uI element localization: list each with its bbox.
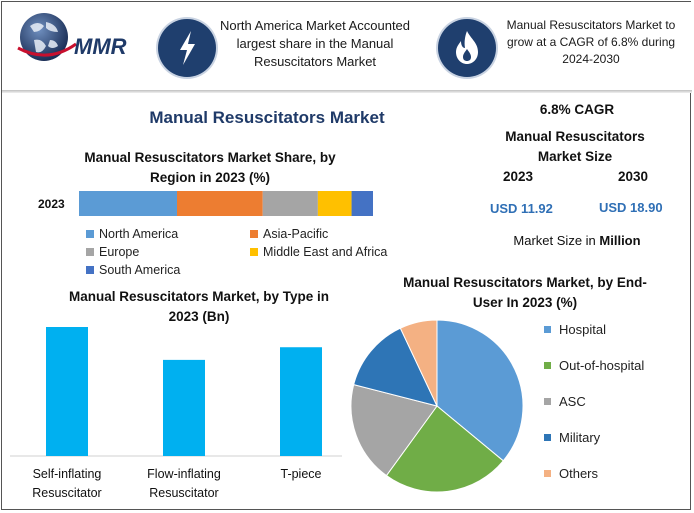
lightning-badge xyxy=(158,19,216,77)
region-segment-europe xyxy=(262,191,318,216)
legend-swatch xyxy=(544,326,551,333)
flame-badge xyxy=(438,19,496,77)
legend-swatch xyxy=(544,362,551,369)
pie-legend-out-of-hospital: Out-of-hospital xyxy=(544,358,644,373)
region-legend-north-america: North America xyxy=(86,227,178,241)
legend-swatch xyxy=(86,248,94,256)
legend-label: Military xyxy=(559,430,601,445)
pie-legend-hospital: Hospital xyxy=(544,322,606,337)
legend-label: Europe xyxy=(99,245,140,259)
page-title: Manual Resuscitators Market xyxy=(149,108,385,127)
type-category-label: Flow-inflating Resuscitator xyxy=(147,467,221,500)
legend-swatch xyxy=(544,434,551,441)
type-category-label: Self-inflating Resuscitator xyxy=(32,467,102,500)
type-chart xyxy=(10,327,342,457)
pie-slice-out-of-hospital xyxy=(385,405,504,493)
legend-label: South America xyxy=(99,263,181,277)
type-bar-self-inflating-resuscitator xyxy=(46,327,88,456)
unit-prefix: Market Size in xyxy=(513,233,600,248)
legend-label: Out-of-hospital xyxy=(559,358,645,373)
flame-icon xyxy=(456,31,478,64)
region-segment-middle-east-and-africa xyxy=(317,191,352,216)
header-divider xyxy=(2,90,692,93)
region-segment-asia-pacific xyxy=(177,191,263,216)
pie-slice-others xyxy=(399,319,438,407)
type-bar-flow-inflating-resuscitator xyxy=(163,359,205,456)
region-chart-title: Manual Resuscitators Market Share, by Re… xyxy=(84,150,336,185)
north-america-fact: North America Market Accounted largest s… xyxy=(219,18,411,69)
legend-swatch xyxy=(250,248,258,256)
region-segment-south-america xyxy=(351,191,373,216)
legend-swatch xyxy=(544,470,551,477)
mmr-logo: MMR xyxy=(12,10,142,70)
legend-swatch xyxy=(86,266,94,274)
pie-slice-hospital xyxy=(436,319,524,462)
region-legend-asia-pacific: Asia-Pacific xyxy=(250,227,328,241)
cagr-label: 6.8% CAGR xyxy=(539,102,615,117)
legend-swatch xyxy=(250,230,258,238)
type-category-label: T-piece xyxy=(280,467,322,481)
market-size-title: Manual Resuscitators Market Size xyxy=(505,129,645,164)
pie-legend-military: Military xyxy=(544,430,600,445)
year-end: 2030 xyxy=(617,169,649,184)
type-bar-t-piece xyxy=(280,347,322,456)
type-chart-title: Manual Resuscitators Market, by Type in … xyxy=(68,289,330,324)
value-start: USD 11.92 xyxy=(490,201,553,216)
region-legend-middle-east-and-africa: Middle East and Africa xyxy=(250,245,387,259)
region-segment-north-america xyxy=(79,191,177,216)
unit-bold: Million xyxy=(599,233,641,248)
legend-swatch xyxy=(86,230,94,238)
pie-legend-others: Others xyxy=(544,466,598,481)
market-size-unit: Market Size in Million xyxy=(482,233,672,248)
pie-legend-asc: ASC xyxy=(544,394,586,409)
legend-label: Others xyxy=(559,466,599,481)
region-legend-europe: Europe xyxy=(86,245,139,259)
region-category-label: 2023 xyxy=(38,197,65,211)
legend-label: Middle East and Africa xyxy=(263,245,388,259)
legend-label: Hospital xyxy=(559,322,606,337)
enduser-chart-title: Manual Resuscitators Market, by End-User… xyxy=(403,275,647,310)
cagr-fact: Manual Resuscitators Market to grow at a… xyxy=(506,18,676,66)
year-start: 2023 xyxy=(502,169,534,184)
region-legend-south-america: South America xyxy=(86,263,180,277)
legend-label: ASC xyxy=(559,394,586,409)
legend-label: North America xyxy=(99,227,179,241)
value-end: USD 18.90 xyxy=(599,200,663,215)
pie-slice-military xyxy=(353,327,438,407)
legend-label: Asia-Pacific xyxy=(263,227,329,241)
legend-swatch xyxy=(544,398,551,405)
lightning-bolt-icon xyxy=(180,31,195,65)
enduser-pie-chart xyxy=(350,319,524,493)
header: MMR North America Market Accounted large… xyxy=(2,2,692,90)
pie-slice-asc xyxy=(350,384,438,477)
region-chart: 2023 xyxy=(38,191,373,216)
globe-icon: MMR xyxy=(17,13,127,61)
svg-text:MMR: MMR xyxy=(74,34,127,59)
